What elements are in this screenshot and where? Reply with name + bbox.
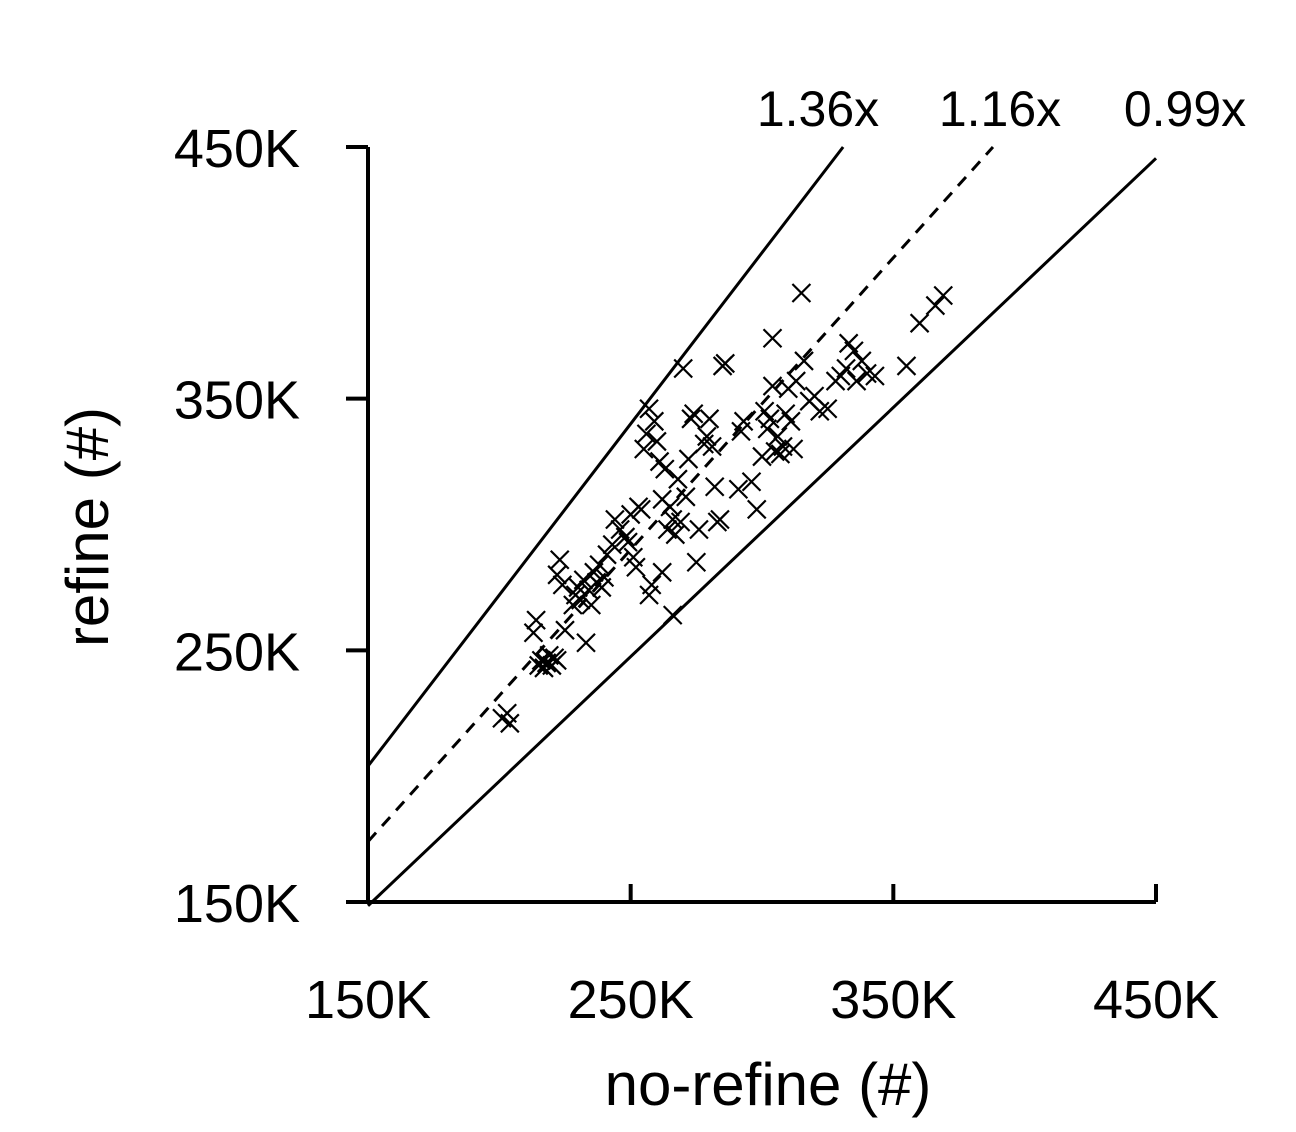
data-point bbox=[636, 424, 657, 444]
reference-line-labels: 1.36x 1.16x 0.99x bbox=[757, 81, 1246, 137]
tick-labels: 150K 250K 350K 450K 150K 250K 350K 450K bbox=[174, 119, 1219, 1030]
reference-line bbox=[366, 145, 995, 843]
reference-lines bbox=[366, 145, 1158, 907]
y-axis-title: refine (#) bbox=[54, 407, 121, 647]
data-point bbox=[762, 376, 783, 396]
reference-line-label: 1.36x bbox=[757, 81, 879, 137]
data-point bbox=[589, 554, 609, 575]
data-point bbox=[652, 562, 672, 583]
data-point bbox=[639, 398, 659, 419]
y-tick-label: 250K bbox=[174, 622, 300, 682]
data-point bbox=[526, 610, 546, 630]
data-point bbox=[704, 476, 725, 497]
data-point bbox=[741, 471, 762, 492]
data-point bbox=[570, 590, 591, 610]
data-point bbox=[767, 426, 788, 447]
data-point bbox=[844, 341, 864, 361]
data-point bbox=[668, 469, 688, 489]
data-point bbox=[670, 512, 691, 532]
data-point bbox=[817, 398, 838, 419]
x-tick-label: 350K bbox=[830, 970, 956, 1030]
y-tick-label: 450K bbox=[174, 119, 300, 179]
reference-line bbox=[366, 146, 845, 768]
data-point bbox=[631, 499, 651, 520]
reference-line bbox=[366, 157, 1158, 907]
data-point bbox=[710, 509, 730, 530]
data-point bbox=[865, 366, 885, 386]
data-point bbox=[786, 371, 806, 391]
data-point bbox=[681, 409, 701, 429]
data-point bbox=[933, 285, 954, 306]
data-point bbox=[552, 575, 573, 595]
data-point bbox=[746, 499, 767, 520]
data-point bbox=[791, 283, 812, 303]
data-point bbox=[597, 544, 617, 565]
x-tick-label: 450K bbox=[1093, 970, 1219, 1030]
data-point bbox=[581, 595, 602, 615]
data-point bbox=[576, 633, 596, 653]
data-point bbox=[673, 358, 693, 379]
data-point bbox=[660, 497, 680, 517]
data-point bbox=[678, 449, 699, 469]
data-point bbox=[605, 509, 625, 530]
x-tick-label: 250K bbox=[568, 970, 694, 1030]
data-point bbox=[770, 444, 791, 464]
data-point bbox=[760, 409, 780, 429]
data-point bbox=[925, 295, 946, 316]
data-point bbox=[594, 567, 615, 588]
data-point bbox=[676, 487, 696, 507]
data-point bbox=[846, 371, 867, 391]
y-tick-label: 350K bbox=[174, 371, 300, 431]
data-point bbox=[752, 446, 772, 467]
data-point bbox=[728, 479, 749, 500]
data-point bbox=[665, 524, 686, 545]
data-point bbox=[699, 409, 720, 429]
x-axis-title: no-refine (#) bbox=[605, 1051, 932, 1118]
axes bbox=[346, 145, 1158, 904]
data-point bbox=[655, 459, 675, 479]
data-point bbox=[697, 426, 717, 447]
data-point bbox=[781, 411, 801, 432]
y-tick-label: 150K bbox=[174, 874, 300, 934]
data-point bbox=[555, 620, 575, 640]
data-point bbox=[836, 358, 856, 379]
data-point bbox=[715, 353, 736, 374]
data-point bbox=[852, 351, 872, 371]
data-point bbox=[626, 557, 646, 578]
reference-line-label: 0.99x bbox=[1124, 81, 1246, 137]
data-point bbox=[602, 534, 623, 555]
data-point bbox=[702, 436, 722, 457]
data-point bbox=[647, 431, 667, 452]
x-tick-label: 150K bbox=[305, 970, 431, 1030]
data-point bbox=[783, 439, 804, 459]
data-point bbox=[689, 519, 709, 540]
data-point bbox=[686, 552, 707, 573]
data-point bbox=[644, 411, 665, 432]
reference-line-label: 1.16x bbox=[939, 81, 1061, 137]
data-point bbox=[641, 575, 662, 595]
data-points bbox=[492, 283, 954, 734]
data-point bbox=[523, 622, 544, 643]
data-point bbox=[896, 356, 917, 376]
data-point bbox=[683, 403, 704, 424]
data-point bbox=[810, 401, 830, 422]
data-point bbox=[549, 549, 570, 570]
data-point bbox=[857, 363, 877, 384]
data-point bbox=[500, 713, 520, 734]
data-point bbox=[762, 328, 783, 349]
data-point bbox=[794, 351, 814, 371]
data-point bbox=[615, 527, 636, 547]
data-point bbox=[662, 605, 683, 625]
data-point bbox=[694, 434, 714, 454]
data-point bbox=[733, 411, 754, 432]
data-point bbox=[547, 650, 567, 671]
data-point bbox=[909, 313, 930, 333]
data-point bbox=[618, 532, 638, 552]
